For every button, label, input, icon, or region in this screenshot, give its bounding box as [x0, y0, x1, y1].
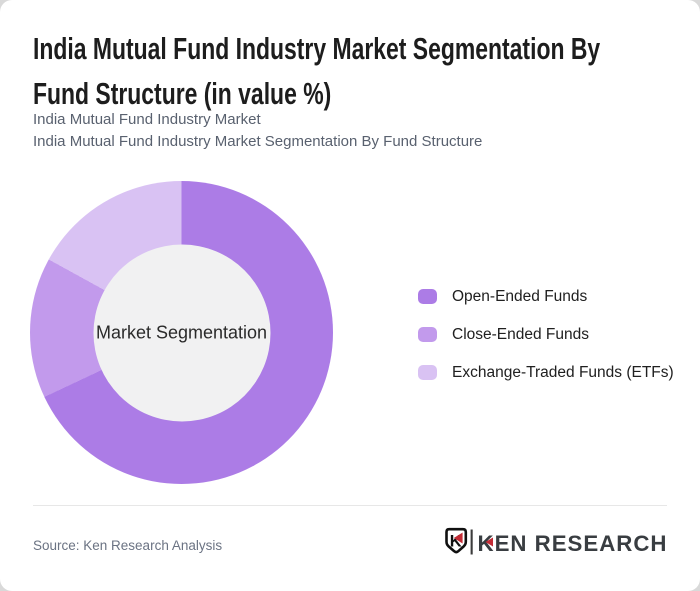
ken-research-logo: K KEN RESEARCH — [445, 527, 668, 556]
page-title: India Mutual Fund Industry Market Segmen… — [33, 26, 600, 116]
legend-item: Exchange-Traded Funds (ETFs) — [418, 363, 674, 382]
legend-swatch — [418, 289, 437, 304]
logo-separator — [470, 529, 473, 555]
logo-wordmark-red-triangle-icon — [485, 537, 493, 547]
subtitle-line-1: India Mutual Fund Industry Market — [33, 111, 261, 128]
legend-label: Open-Ended Funds — [452, 287, 588, 305]
donut-center: Market Segmentation — [93, 244, 270, 421]
title-line-2: Fund Structure (in value %) — [33, 76, 332, 111]
legend-swatch — [418, 327, 437, 342]
legend-item: Open-Ended Funds — [418, 287, 674, 306]
source-text: Source: Ken Research Analysis — [33, 538, 223, 553]
legend-label: Exchange-Traded Funds (ETFs) — [452, 363, 674, 381]
title-line-1: India Mutual Fund Industry Market Segmen… — [33, 31, 601, 66]
chart-legend: Open-Ended Funds Close-Ended Funds Exchang… — [418, 287, 674, 382]
subtitle-line-2: India Mutual Fund Industry Market Segmen… — [33, 132, 483, 150]
donut-center-label: Market Segmentation — [95, 322, 268, 342]
legend-swatch — [418, 365, 437, 380]
logo-wordmark: KEN RESEARCH — [478, 531, 668, 556]
legend-label: Close-Ended Funds — [452, 325, 589, 343]
footer-divider — [33, 505, 667, 506]
chart-subtitle: India Mutual Fund Industry Market India … — [33, 109, 482, 152]
logo-shield-red-triangle-icon — [453, 532, 463, 544]
legend-item: Close-Ended Funds — [418, 325, 674, 344]
donut-chart: Market Segmentation — [30, 181, 333, 484]
